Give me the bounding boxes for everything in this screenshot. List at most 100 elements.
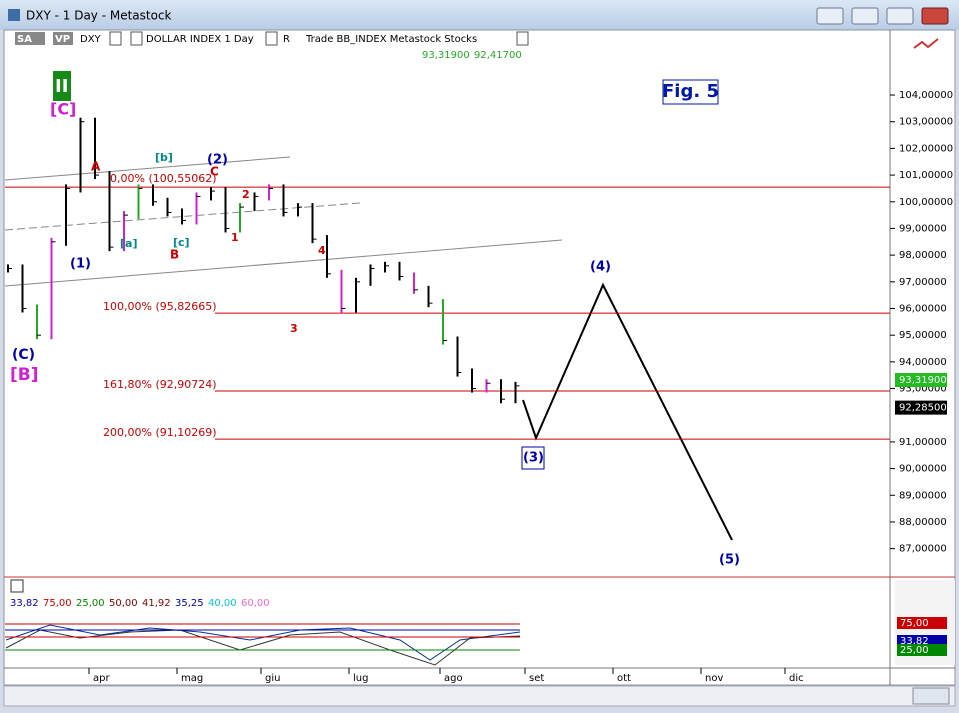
- indicator-value: 35,25: [175, 598, 204, 609]
- channel-line: [4, 239, 563, 287]
- scrollbar[interactable]: [3, 685, 956, 707]
- toolbar-label: SA: [17, 34, 32, 45]
- scroll-thumb[interactable]: [912, 687, 950, 705]
- indicator-axis-box: [897, 644, 947, 656]
- chart-icon[interactable]: [913, 38, 939, 49]
- window-buttons: [816, 7, 949, 25]
- wave-label: (C): [12, 347, 35, 363]
- dropdown-button[interactable]: [265, 31, 278, 46]
- wave-label: C: [210, 165, 219, 179]
- quote-value: 93,31900: [422, 50, 470, 61]
- dropdown-button[interactable]: [130, 31, 143, 46]
- indicator-line: [5, 624, 521, 661]
- indicator-value: 50,00: [109, 598, 138, 609]
- wave-label: [c]: [173, 236, 190, 249]
- fib-label: 161,80% (92,90724): [103, 378, 217, 391]
- toolbar-label: Trade BB_INDEX Metastock Stocks: [305, 34, 477, 45]
- wave-box: [53, 71, 71, 101]
- y-tick-label: 89,00000: [899, 490, 947, 501]
- close-pane-button[interactable]: [10, 579, 24, 593]
- chart-window: [3, 29, 956, 686]
- wave-label: [B]: [10, 365, 39, 385]
- y-tick-label: 99,00000: [899, 223, 947, 234]
- y-tick-label: 93,00000: [899, 384, 947, 395]
- indicator-value: 60,00: [241, 598, 270, 609]
- y-tick-label: 95,00000: [899, 330, 947, 341]
- y-tick-label: 103,00000: [899, 117, 953, 128]
- indicator-axis-label: 75,00: [900, 618, 929, 629]
- x-tick-label: giu: [265, 673, 280, 684]
- dropdown-button[interactable]: [109, 31, 122, 46]
- wave-label: 2: [242, 188, 250, 201]
- maximize-button[interactable]: [886, 7, 914, 25]
- toolbar-label: DXY: [80, 34, 102, 45]
- wave-label: [b]: [155, 151, 173, 164]
- toolbar-button: [53, 32, 73, 45]
- restore-button[interactable]: [816, 7, 844, 25]
- y-tick-label: 91,00000: [899, 437, 947, 448]
- wave-label: [a]: [120, 237, 137, 250]
- dropdown-button[interactable]: [516, 31, 529, 46]
- x-tick-label: lug: [353, 673, 368, 684]
- wave-label: (3): [523, 451, 544, 466]
- minimize-button[interactable]: [851, 7, 879, 25]
- indicator-axis-label: 33,82: [900, 636, 929, 647]
- x-tick-label: dic: [789, 673, 804, 684]
- x-tick-label: apr: [93, 673, 110, 684]
- fib-label: 200,00% (91,10269): [103, 426, 217, 439]
- wave-label: 4: [318, 244, 326, 257]
- wave-label: A: [91, 160, 101, 174]
- x-tick-label: nov: [705, 673, 723, 684]
- y-tick-label: 96,00000: [899, 303, 947, 314]
- wave-label: (5): [719, 553, 740, 568]
- toolbar-label: DOLLAR INDEX 1 Day: [146, 34, 254, 45]
- wave-label: 3: [290, 322, 298, 335]
- indicator-value: 41,92: [142, 598, 171, 609]
- quote-value: 92,41700: [474, 50, 522, 61]
- wave-label: (4): [590, 260, 611, 275]
- y-tick-label: 100,00000: [899, 197, 953, 208]
- fib-label: 0,00% (100,55062): [110, 172, 217, 185]
- indicator-value: 40,00: [208, 598, 237, 609]
- title-bar: [0, 0, 959, 30]
- wave-box: [521, 446, 545, 470]
- close-button[interactable]: [921, 7, 949, 25]
- y-tick-label: 97,00000: [899, 277, 947, 288]
- indicator-value: 33,82: [10, 598, 39, 609]
- figure-box: [662, 79, 719, 105]
- indicator-value: 25,00: [76, 598, 105, 609]
- y-tick-label: 90,00000: [899, 464, 947, 475]
- wave-label: (1): [70, 257, 91, 272]
- wave-label: II: [55, 76, 68, 97]
- fib-label: 100,00% (95,82665): [103, 300, 217, 313]
- last-price-box: [895, 373, 947, 388]
- toolbar-label: VP: [55, 34, 70, 45]
- x-tick-label: ago: [444, 673, 463, 684]
- wave-label: [C]: [50, 100, 76, 119]
- x-tick-label: set: [529, 673, 544, 684]
- toolbar-button: [15, 32, 45, 45]
- last-price-label: 93,31900: [899, 375, 947, 386]
- x-tick-label: mag: [181, 673, 203, 684]
- app-icon: [8, 9, 20, 21]
- y-tick-label: 94,00000: [899, 357, 947, 368]
- last-price-label: 92,28500: [899, 403, 947, 414]
- wave-label: B: [170, 248, 179, 262]
- wave-label: 1: [231, 231, 239, 244]
- y-tick-label: 104,00000: [899, 90, 953, 101]
- channel-line: [4, 156, 291, 181]
- indicator-axis-label: 25,00: [900, 645, 929, 656]
- indicator-value: 75,00: [43, 598, 72, 609]
- window-title: DXY - 1 Day - Metastock: [26, 9, 172, 23]
- y-tick-label: 101,00000: [899, 170, 953, 181]
- projection-path: [522, 282, 733, 541]
- y-tick-label: 98,00000: [899, 250, 947, 261]
- y-tick-label: 87,00000: [899, 544, 947, 555]
- y-tick-label: 102,00000: [899, 143, 953, 154]
- figure-label: Fig. 5: [662, 81, 719, 102]
- wave-label: (2): [207, 153, 228, 168]
- x-tick-label: ott: [617, 673, 631, 684]
- y-tick-label: 88,00000: [899, 517, 947, 528]
